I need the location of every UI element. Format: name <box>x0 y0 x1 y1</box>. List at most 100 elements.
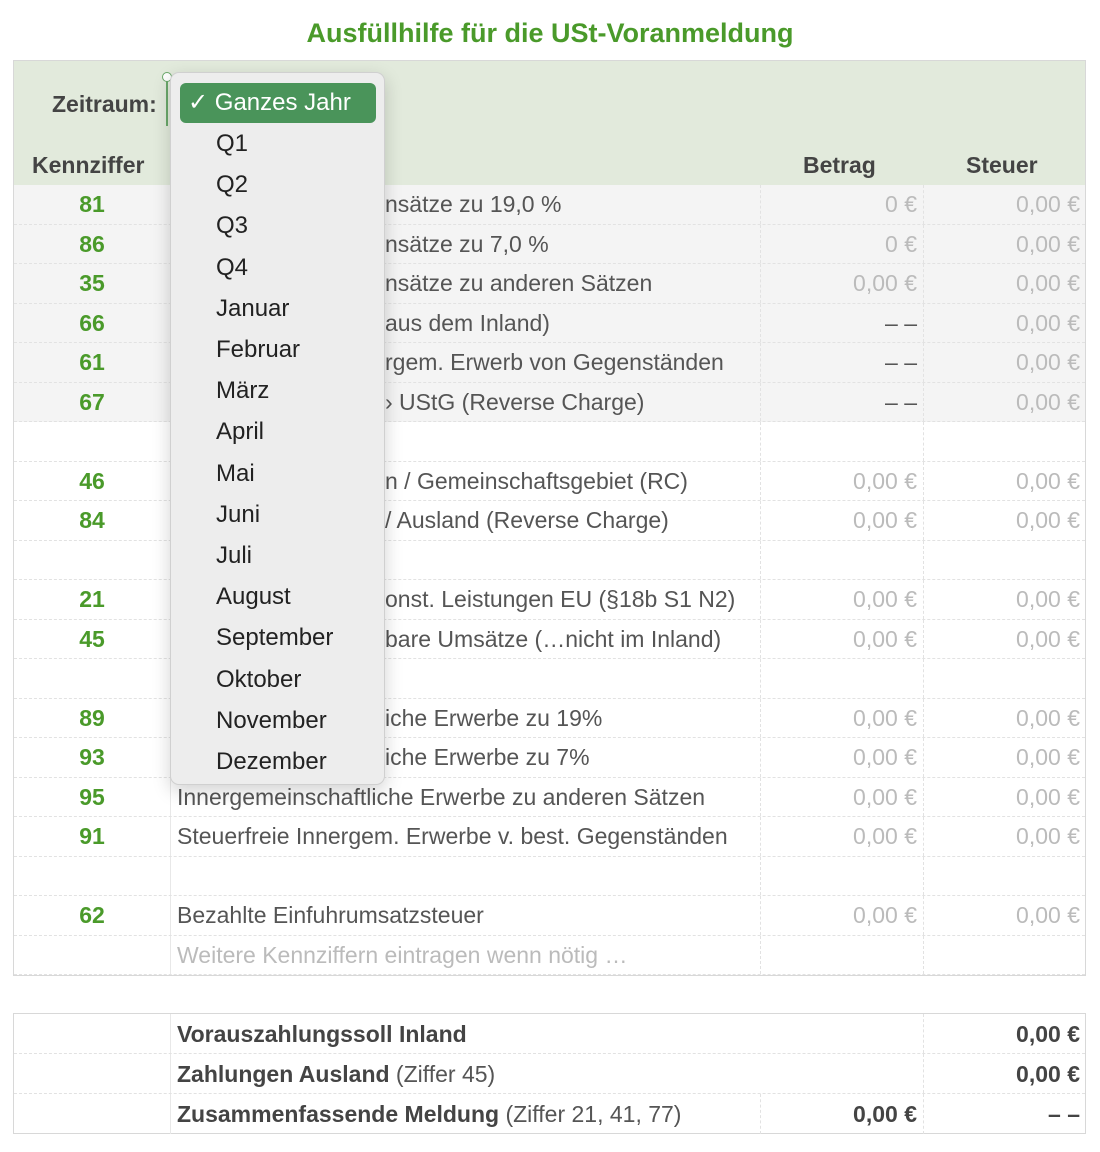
summary-row: Zahlungen Ausland (Ziffer 45) 0,00 € <box>14 1054 1085 1094</box>
kennziffer-cell[interactable]: 89 <box>79 704 105 731</box>
dropdown-option[interactable]: Juni <box>216 500 261 528</box>
empty-cell <box>14 1094 170 1134</box>
steuer-cell[interactable] <box>923 422 1086 461</box>
description-cell[interactable]: aus dem Inland) <box>170 303 760 342</box>
dropdown-option[interactable]: Oktober <box>216 665 302 693</box>
steuer-cell[interactable]: 0,00 € <box>923 896 1086 935</box>
cell-selection-handle[interactable] <box>162 72 172 126</box>
steuer-cell[interactable] <box>923 540 1086 579</box>
steuer-cell[interactable]: 0,00 € <box>923 501 1086 540</box>
description-cell[interactable]: Weitere Kennziffern eintragen wenn nötig… <box>170 935 760 974</box>
dropdown-option[interactable]: Juli <box>216 542 253 569</box>
kennziffer-cell[interactable]: 93 <box>79 744 105 770</box>
dropdown-option[interactable]: Mai <box>216 459 255 487</box>
steuer-cell[interactable]: 0,00 € <box>923 698 1086 737</box>
kennziffer-cell[interactable]: 35 <box>79 270 105 296</box>
kennziffer-cell[interactable]: 81 <box>79 191 105 217</box>
betrag-cell[interactable] <box>760 540 923 579</box>
steuer-cell[interactable]: 0,00 € <box>923 303 1086 342</box>
summary-steuer: 0,00 € <box>923 1054 1086 1093</box>
table-row: Weitere Kennziffern eintragen wenn nötig… <box>14 935 1086 975</box>
dropdown-option[interactable]: November <box>216 706 327 734</box>
col-steuer: Steuer <box>966 152 1038 178</box>
steuer-cell[interactable]: 0,00 € <box>923 580 1086 619</box>
betrag-cell[interactable]: 0 € <box>760 185 923 224</box>
betrag-cell[interactable]: 0,00 € <box>760 461 923 500</box>
description-cell[interactable]: Bezahlte Einfuhrumsatzsteuer <box>170 896 760 935</box>
dropdown-option[interactable]: Q1 <box>216 130 249 157</box>
kennziffer-cell[interactable]: 95 <box>79 783 105 810</box>
summary-row: Zusammenfassende Meldung (Ziffer 21, 41,… <box>14 1094 1085 1134</box>
betrag-cell[interactable]: 0,00 € <box>760 619 923 658</box>
kennziffer-cell[interactable]: 21 <box>79 586 105 612</box>
kennziffer-cell[interactable] <box>14 857 170 896</box>
kennziffer-cell[interactable] <box>14 936 170 975</box>
betrag-cell[interactable]: 0,00 € <box>760 738 923 777</box>
kennziffer-cell[interactable]: 46 <box>79 467 105 494</box>
dropdown-option[interactable]: April <box>216 418 265 446</box>
kennziffer-cell[interactable]: 66 <box>79 309 105 336</box>
kennziffer-cell[interactable]: 61 <box>79 349 105 375</box>
betrag-cell[interactable] <box>760 659 923 698</box>
steuer-cell[interactable]: 0,00 € <box>923 264 1086 303</box>
description-cell[interactable]: Steuerfreie Innergem. Erwerbe v. best. G… <box>170 817 760 856</box>
dropdown-option[interactable]: Dezember <box>216 748 327 775</box>
betrag-cell[interactable]: 0,00 € <box>760 896 923 935</box>
betrag-cell[interactable] <box>760 856 923 895</box>
betrag-cell[interactable]: 0,00 € <box>760 777 923 816</box>
description-cell[interactable] <box>170 856 760 895</box>
dropdown-option[interactable]: Februar <box>216 336 301 363</box>
steuer-cell[interactable]: 0,00 € <box>923 777 1086 816</box>
betrag-cell[interactable] <box>760 935 923 974</box>
kennziffer-cell[interactable] <box>14 541 170 580</box>
steuer-cell[interactable]: 0,00 € <box>923 224 1086 263</box>
betrag-cell[interactable]: – – <box>760 343 923 382</box>
kennziffer-cell[interactable]: 86 <box>79 230 105 257</box>
dropdown-option[interactable]: Januar <box>216 294 290 322</box>
steuer-cell[interactable]: 0,00 € <box>923 461 1086 500</box>
steuer-cell[interactable]: 0,00 € <box>923 185 1086 224</box>
steuer-cell[interactable]: 0,00 € <box>923 619 1086 658</box>
betrag-cell[interactable]: 0,00 € <box>760 698 923 737</box>
dropdown-option[interactable]: August <box>216 583 291 611</box>
dropdown-option[interactable]: Q4 <box>216 253 249 281</box>
dropdown-option[interactable]: März <box>216 377 270 405</box>
kennziffer-cell[interactable]: 45 <box>79 625 105 652</box>
betrag-cell[interactable]: 0,00 € <box>760 501 923 540</box>
dropdown-option[interactable]: September <box>216 624 334 652</box>
kennziffer-cell[interactable] <box>14 659 170 698</box>
col-kennziffer: Kennziffer <box>32 152 145 178</box>
steuer-cell[interactable]: 0,00 € <box>923 738 1086 777</box>
kennziffer-cell[interactable]: 84 <box>79 507 105 533</box>
description-cell[interactable]: iche Erwerbe zu 7% <box>170 738 760 777</box>
steuer-cell[interactable]: 0,00 € <box>923 382 1086 421</box>
table-row: 91 Steuerfreie Innergem. Erwerbe v. best… <box>14 817 1085 857</box>
betrag-cell[interactable]: – – <box>760 303 923 342</box>
description-cell[interactable]: rgem. Erwerb von Gegenständen <box>170 343 760 382</box>
description-cell[interactable]: nsätze zu anderen Sätzen <box>170 264 760 303</box>
dropdown-option[interactable]: Q3 <box>216 212 249 240</box>
steuer-cell[interactable]: 0,00 € <box>923 817 1086 856</box>
steuer-cell[interactable] <box>923 659 1086 698</box>
steuer-cell[interactable] <box>923 856 1086 895</box>
kennziffer-cell[interactable]: 91 <box>79 823 105 849</box>
betrag-cell[interactable]: – – <box>760 382 923 421</box>
description-cell[interactable]: iche Erwerbe zu 19% <box>170 698 760 737</box>
betrag-cell[interactable] <box>760 422 923 461</box>
betrag-cell[interactable]: 0,00 € <box>760 817 923 856</box>
steuer-cell[interactable]: 0,00 € <box>923 343 1086 382</box>
betrag-cell[interactable]: 0 € <box>760 224 923 263</box>
summary-steuer: 0,00 € <box>923 1014 1086 1053</box>
kennziffer-cell[interactable] <box>14 422 170 461</box>
kennziffer-cell[interactable]: 62 <box>79 902 105 928</box>
steuer-cell[interactable] <box>923 935 1086 974</box>
description-cell[interactable]: Innergemeinschaftliche Erwerbe zu andere… <box>170 777 760 816</box>
betrag-cell[interactable]: 0,00 € <box>760 264 923 303</box>
dropdown-option[interactable]: Q2 <box>216 171 249 199</box>
kennziffer-cell[interactable]: 67 <box>79 388 105 415</box>
page-title: Ausfüllhilfe für die USt-Voranmeldung <box>306 18 794 48</box>
description-cell[interactable]: bare Umsätze (…nicht im Inland) <box>170 619 760 658</box>
summary-table: Vorauszahlungssoll Inland 0,00 € Zahlung… <box>13 1013 1086 1134</box>
betrag-cell[interactable]: 0,00 € <box>760 580 923 619</box>
dropdown-option-selected[interactable]: ✓ Ganzes Jahr <box>180 83 376 123</box>
